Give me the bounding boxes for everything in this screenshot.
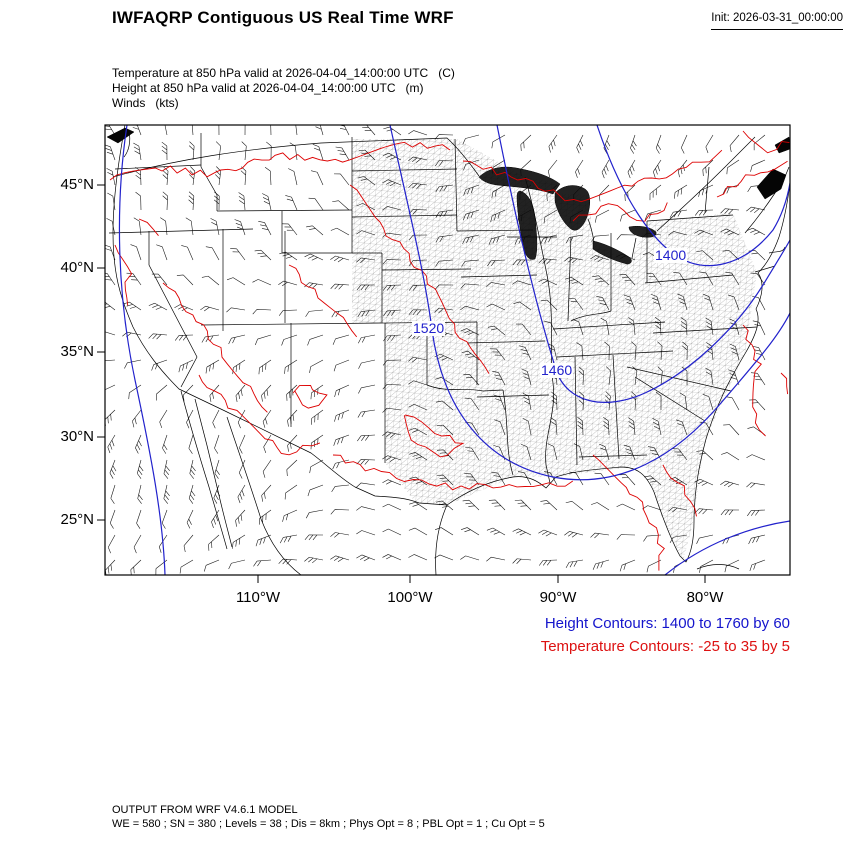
- wind-barbs: [105, 125, 766, 575]
- lat-tick-label-40n: 40°N: [60, 259, 94, 276]
- height-contour-label-1400: 1400: [654, 247, 688, 263]
- page-title: IWFAQRP Contiguous US Real Time WRF: [112, 8, 454, 27]
- state-boundaries: [108, 133, 758, 484]
- height-contour-label-1520: 1520: [412, 320, 446, 336]
- lat-tick-label-35n: 35°N: [60, 343, 94, 360]
- legend-temperature-contours: Temperature Contours: -25 to 35 by 5: [540, 638, 790, 655]
- field-temperature-label: Temperature at 850 hPa valid at 2026-04-…: [112, 66, 455, 80]
- init-timestamp: Init: 2026-03-31_00:00:00: [711, 12, 843, 30]
- legend-height-contours: Height Contours: 1400 to 1760 by 60: [544, 615, 790, 632]
- lat-tick-label-25n: 25°N: [60, 511, 94, 528]
- height-contours: [118, 125, 790, 575]
- lon-tick-label-100w: 100°W: [387, 589, 433, 606]
- field-winds-label: Winds (kts): [112, 96, 179, 110]
- coastlines-and-borders: [106, 125, 790, 575]
- field-height-label: Height at 850 hPa valid at 2026-04-04_14…: [112, 81, 424, 95]
- lon-tick-label-90w: 90°W: [539, 589, 577, 606]
- lon-tick-label-80w: 80°W: [686, 589, 724, 606]
- footer-model-version: OUTPUT FROM WRF V4.6.1 MODEL: [112, 804, 298, 816]
- lat-tick-label-45n: 45°N: [60, 176, 94, 193]
- lat-tick-marks: [97, 184, 105, 521]
- map-plot: [97, 124, 791, 583]
- lon-tick-label-110w: 110°W: [235, 589, 281, 606]
- lat-tick-label-30n: 30°N: [60, 428, 94, 445]
- footer-model-config: WE = 580 ; SN = 380 ; Levels = 38 ; Dis …: [112, 818, 545, 830]
- height-contour-label-1460: 1460: [540, 362, 574, 378]
- temperature-contours: [109, 130, 790, 571]
- lon-tick-marks: [257, 575, 706, 583]
- axis-frame: [97, 124, 791, 583]
